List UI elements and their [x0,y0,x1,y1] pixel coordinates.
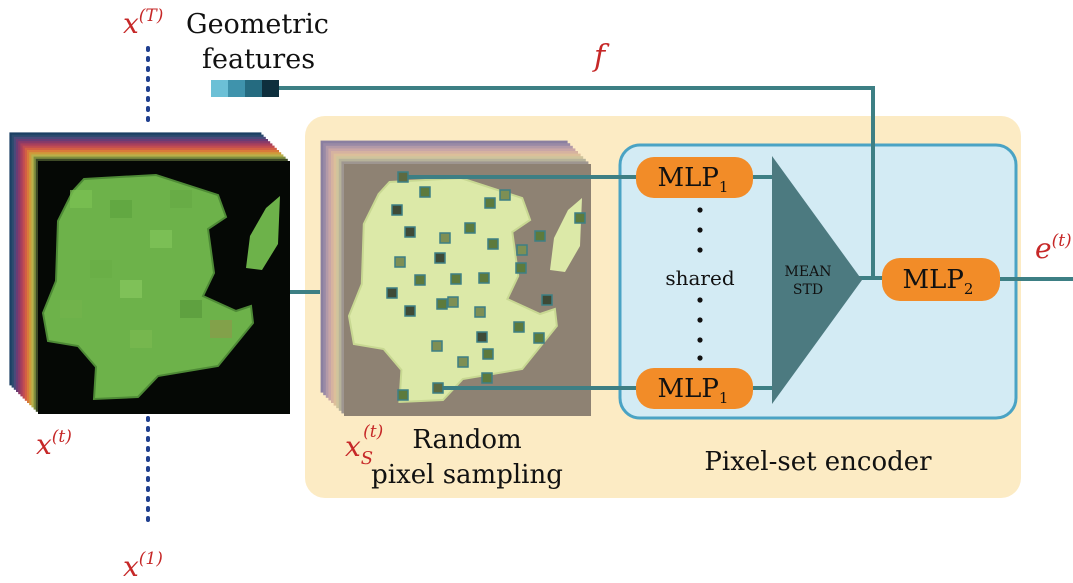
geo-feature-cell [262,80,279,97]
shared-dot [697,355,703,361]
shared-label: shared [665,266,734,290]
field-texture [70,190,92,208]
time-current-label: x(t) [36,427,72,461]
sampled-pixel [391,204,403,216]
mlp2-label: MLP2 [903,265,974,298]
sampled-image [320,140,591,416]
sampled-pixel [386,287,398,299]
mlp2-block: MLP2 [882,258,1000,301]
sampled-pixel [450,273,462,285]
sampled-pixel [457,356,469,368]
mlp1-bottom-block: MLP1 [636,368,753,409]
sampled-pixel [541,294,553,306]
sampled-pixel [404,305,416,317]
sampled-pixel [434,252,446,264]
sampled-pixel [499,189,511,201]
geometric-features-connector [276,86,875,278]
sampled-pixel [533,332,545,344]
sampled-pixel [414,274,426,286]
field-arm [246,196,280,270]
geo-feature-cell [211,80,228,97]
sampled-pixel-bottom [432,382,444,394]
shared-dot [697,247,703,253]
sampled-pixel [404,226,416,238]
sampled-pixel [436,298,448,310]
sampled-pixel [447,296,459,308]
sampled-pixel [394,256,406,268]
geo-feature-cell [228,80,245,97]
image-time-series [9,132,290,414]
sampled-pixel [534,230,546,242]
time-top-label: x(T) [123,6,163,40]
shared-dot [697,297,703,303]
sampled-pixel [439,232,451,244]
sampled-pixel [516,244,528,256]
sampled-pixel [397,389,409,401]
shared-dots [697,207,703,361]
field-texture [130,330,152,348]
sampled-pixel [484,197,496,209]
sampled-pixel [513,321,525,333]
field-texture [150,230,172,248]
field-texture [210,320,232,338]
encoder-label: Pixel-set encoder [704,447,932,477]
sampled-pixel [481,372,493,384]
sampled-pixel [464,222,476,234]
mlp1-bottom-label: MLP1 [658,374,729,407]
field-texture [170,190,192,208]
field-texture [180,300,202,318]
pool-mean-label: MEAN [785,264,832,280]
geometric-features-label-line1: Geometric [186,9,329,40]
mlp1-top-label: MLP1 [658,163,729,196]
sample-parcel [347,176,582,404]
sampled-pixel [574,212,586,224]
output-label: e(t) [1035,231,1072,265]
sample-arm [550,198,582,272]
sampled-pixel [478,272,490,284]
sampled-pixel [476,331,488,343]
geometric-features-label-line2: features [202,44,315,75]
sampled-pixel [474,306,486,318]
geometric-features-bar [211,80,279,97]
sample-label: xS(t) [345,422,383,469]
field-shape [41,173,255,401]
geo-feature-cell [245,80,262,97]
field-texture [60,300,82,318]
shared-dot [697,227,703,233]
sampled-pixel [482,348,494,360]
pooling-block [772,156,862,404]
sampled-pixels [386,186,586,401]
time-first-label: x(1) [123,549,163,583]
field-texture [90,260,112,278]
sampled-pixel [431,340,443,352]
sampled-pixel [419,186,431,198]
sampled-pixel [487,238,499,250]
f-label: f [592,39,610,74]
shared-dot [697,207,703,213]
pool-std-label: STD [793,282,823,298]
random-sampling-label-line2: pixel sampling [371,460,563,490]
shared-dot [697,337,703,343]
random-sampling-label-line1: Random [412,425,521,455]
parcel-field [41,173,280,401]
shared-dot [697,317,703,323]
field-texture [110,200,132,218]
sampled-pixel-top [397,171,409,183]
sampled-pixel [515,262,527,274]
field-texture [120,280,142,298]
mlp1-top-block: MLP1 [636,157,753,198]
connectors [276,86,1073,390]
